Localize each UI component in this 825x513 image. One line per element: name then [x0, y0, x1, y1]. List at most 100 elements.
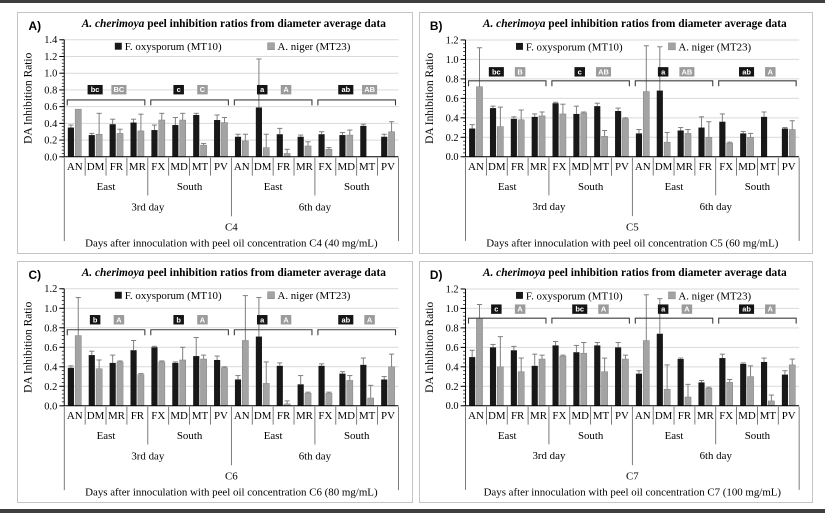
- day-label: 3rd day: [131, 450, 165, 462]
- panel-letter: C): [29, 268, 42, 282]
- y-axis: 0.0 0.2 0.4 0.6 0.8 1.0 1.2 DA Inhibition Ratio: [23, 284, 65, 412]
- bar: [95, 133, 103, 158]
- sig-label-mt23-box: [514, 304, 526, 314]
- bracket: [150, 329, 229, 336]
- bar: [95, 368, 103, 407]
- bar: [476, 317, 483, 407]
- sig-label-mt23: A: [116, 315, 122, 324]
- bar: [476, 86, 483, 158]
- bar: [88, 355, 95, 406]
- legend-label-mt10: F. oxysporum (MT10): [526, 41, 623, 53]
- bar: [360, 364, 367, 406]
- category-label: AN: [468, 161, 484, 173]
- bar: [381, 379, 388, 406]
- sig-label-mt10: ab: [742, 305, 751, 314]
- y-axis-title: DA Inhibition Ratio: [424, 302, 436, 393]
- bar: [242, 140, 249, 158]
- bar: [559, 355, 567, 407]
- category-label: FX: [552, 410, 566, 422]
- sig-label-mt10: bc: [492, 67, 501, 76]
- sig-label-mt23: C: [200, 85, 206, 94]
- sig-label-mt23: A: [601, 305, 607, 314]
- y-tick-label: 0.0: [446, 401, 459, 412]
- bar: [747, 376, 754, 407]
- chart-title: A. cherimoya peel inhibition ratios from…: [482, 267, 787, 279]
- y-tick-label: 0.6: [446, 94, 459, 105]
- day-label: 3rd day: [532, 450, 565, 462]
- bar: [276, 134, 283, 157]
- category-label: AN: [67, 410, 83, 422]
- region-label: South: [578, 430, 604, 442]
- bracket: [718, 80, 797, 87]
- sig-label-mt23: A: [517, 305, 523, 314]
- category-label: MT: [760, 410, 777, 422]
- bracket: [467, 317, 547, 324]
- bar: [130, 350, 137, 406]
- bar: [214, 120, 221, 157]
- legend-swatch-mt23: [267, 42, 275, 50]
- bar: [510, 118, 517, 157]
- y-tick-label: 0.8: [446, 323, 459, 334]
- sig-label-mt10-box: [657, 304, 669, 314]
- bar: [760, 116, 768, 157]
- y-tick-label: 0.0: [44, 152, 57, 163]
- sig-label-mt10-box: [87, 84, 103, 95]
- bar: [74, 108, 82, 158]
- panel-b: B) A. cherimoya peel inhibition ratios fr…: [419, 12, 813, 254]
- region-label: South: [745, 430, 771, 442]
- x-axis: AN DM FR MR FX MD MT PV AN DM FR MR FX MD MT PV East Sout…: [63, 156, 399, 250]
- bar: [705, 387, 713, 407]
- bar: [193, 356, 200, 406]
- bar: [552, 103, 559, 157]
- category-label: MR: [108, 410, 126, 422]
- category-label: MD: [337, 410, 355, 422]
- category-label: FX: [151, 161, 165, 173]
- chart-title: A. cherimoya peel inhibition ratios from…: [81, 267, 387, 279]
- bar: [726, 142, 734, 158]
- sig-label-mt10: c: [578, 67, 582, 76]
- category-label: PV: [214, 161, 228, 173]
- sig-label-mt23-box: [514, 67, 526, 77]
- sig-label-mt23: A: [367, 315, 373, 324]
- bar: [622, 358, 629, 407]
- category-label: DM: [87, 161, 105, 173]
- legend: F. oxysporum (MT10) A. niger (MT23): [516, 41, 752, 53]
- bar: [656, 333, 663, 406]
- bar: [172, 362, 179, 406]
- bar: [615, 347, 622, 406]
- sig-label-mt23: B: [517, 67, 523, 76]
- y-tick-label: 0.2: [44, 382, 57, 393]
- day-label: 6th day: [700, 201, 733, 213]
- region-label: East: [97, 430, 116, 442]
- category-label: MT: [593, 161, 610, 173]
- bar: [747, 137, 754, 158]
- bar: [642, 91, 650, 158]
- category-label: MR: [530, 410, 548, 422]
- category-label: MT: [192, 410, 209, 422]
- region-label: East: [97, 181, 116, 193]
- sig-label-mt10: bc: [91, 85, 100, 94]
- category-label: PV: [615, 161, 629, 173]
- bar: [255, 107, 262, 157]
- category-label: DM: [488, 161, 506, 173]
- bar: [151, 347, 158, 406]
- bars-mt23: [476, 86, 796, 158]
- bar: [346, 134, 354, 158]
- bar: [297, 136, 304, 157]
- bar: [318, 134, 325, 157]
- sig-label-mt23-box: [362, 84, 378, 95]
- bar: [601, 371, 608, 407]
- sig-label-mt23-box: [280, 315, 292, 325]
- category-label: MD: [170, 410, 188, 422]
- bar: [276, 365, 283, 406]
- bar: [768, 400, 775, 407]
- sig-label-mt10: b: [93, 315, 98, 324]
- legend-label-mt23: A. niger (MT23): [277, 290, 350, 302]
- bars-mt10: [469, 90, 788, 157]
- region-label: South: [745, 181, 771, 193]
- category-label: FX: [151, 410, 165, 422]
- bar: [740, 133, 747, 157]
- category-label: FR: [110, 161, 124, 173]
- sig-label-mt23-box: [364, 315, 375, 325]
